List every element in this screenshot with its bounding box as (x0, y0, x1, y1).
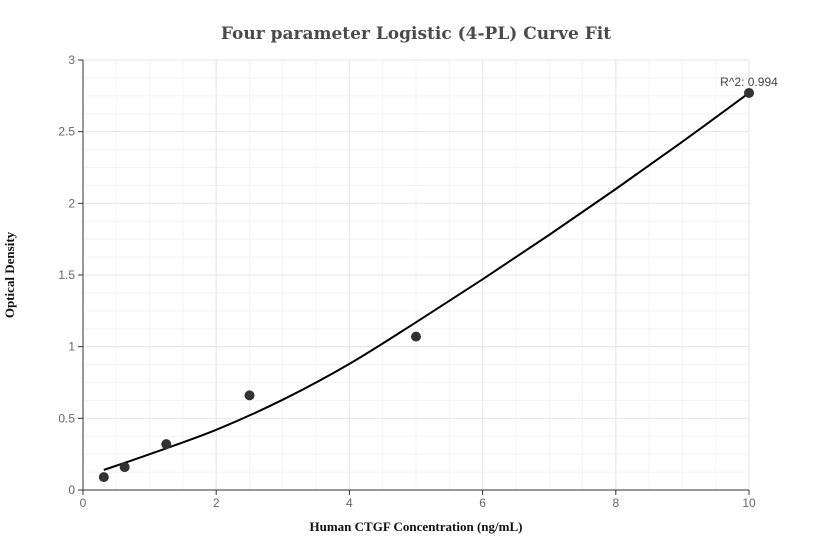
axes (78, 59, 750, 495)
x-tick-label: 0 (80, 496, 87, 510)
data-point (119, 462, 130, 473)
r-squared-annotation: R^2: 0.994 (720, 75, 778, 89)
fit-curve-line (103, 92, 750, 471)
fit-curve-layer (103, 92, 750, 471)
y-tick-label: 1 (68, 340, 75, 354)
x-tick-label: 2 (213, 496, 220, 510)
x-tick-label: 8 (612, 496, 619, 510)
chart-title: Four parameter Logistic (4-PL) Curve Fit (221, 24, 611, 44)
grid (82, 59, 750, 491)
y-tick-label: 2.5 (58, 125, 75, 139)
y-tick-label: 3 (68, 53, 75, 67)
data-point (98, 472, 109, 483)
y-tick-label: 0.5 (58, 411, 75, 425)
data-point (411, 331, 421, 342)
x-axis-label: Human CTGF Concentration (ng/mL) (310, 519, 523, 534)
y-axis-label: Optical Density (2, 231, 17, 318)
x-tick-label: 10 (742, 496, 756, 510)
y-tick-label: 0 (68, 483, 75, 497)
data-points (98, 87, 754, 483)
data-point (244, 390, 255, 401)
x-tick-label: 4 (346, 496, 353, 510)
y-tick-label: 2 (68, 196, 75, 210)
x-tick-label: 6 (479, 496, 486, 510)
data-point (161, 439, 172, 450)
tick-labels: 0 2 4 6 8 10 0 0.5 1 1.5 2 2.5 3 (58, 53, 756, 510)
data-point (744, 87, 754, 98)
y-tick-label: 1.5 (58, 268, 75, 282)
